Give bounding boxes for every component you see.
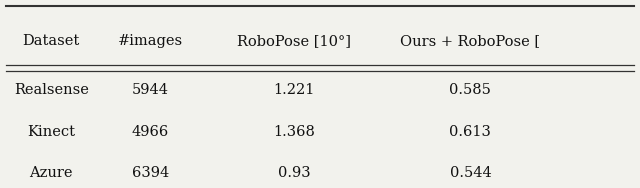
Text: 1.221: 1.221: [274, 83, 315, 97]
Text: RoboPose [10°]: RoboPose [10°]: [237, 34, 351, 48]
Text: Realsense: Realsense: [14, 83, 88, 97]
Text: Dataset: Dataset: [22, 34, 80, 48]
Text: 0.585: 0.585: [449, 83, 492, 97]
Text: 0.93: 0.93: [278, 166, 310, 180]
Text: Azure: Azure: [29, 166, 73, 180]
Text: 0.544: 0.544: [449, 166, 492, 180]
Text: Ours + RoboPose [: Ours + RoboPose [: [401, 34, 540, 48]
Text: 4966: 4966: [132, 125, 169, 139]
Text: 6394: 6394: [132, 166, 169, 180]
Text: 1.368: 1.368: [273, 125, 316, 139]
Text: 0.613: 0.613: [449, 125, 492, 139]
Text: Kinect: Kinect: [28, 125, 76, 139]
Text: 5944: 5944: [132, 83, 169, 97]
Text: #images: #images: [118, 34, 183, 48]
